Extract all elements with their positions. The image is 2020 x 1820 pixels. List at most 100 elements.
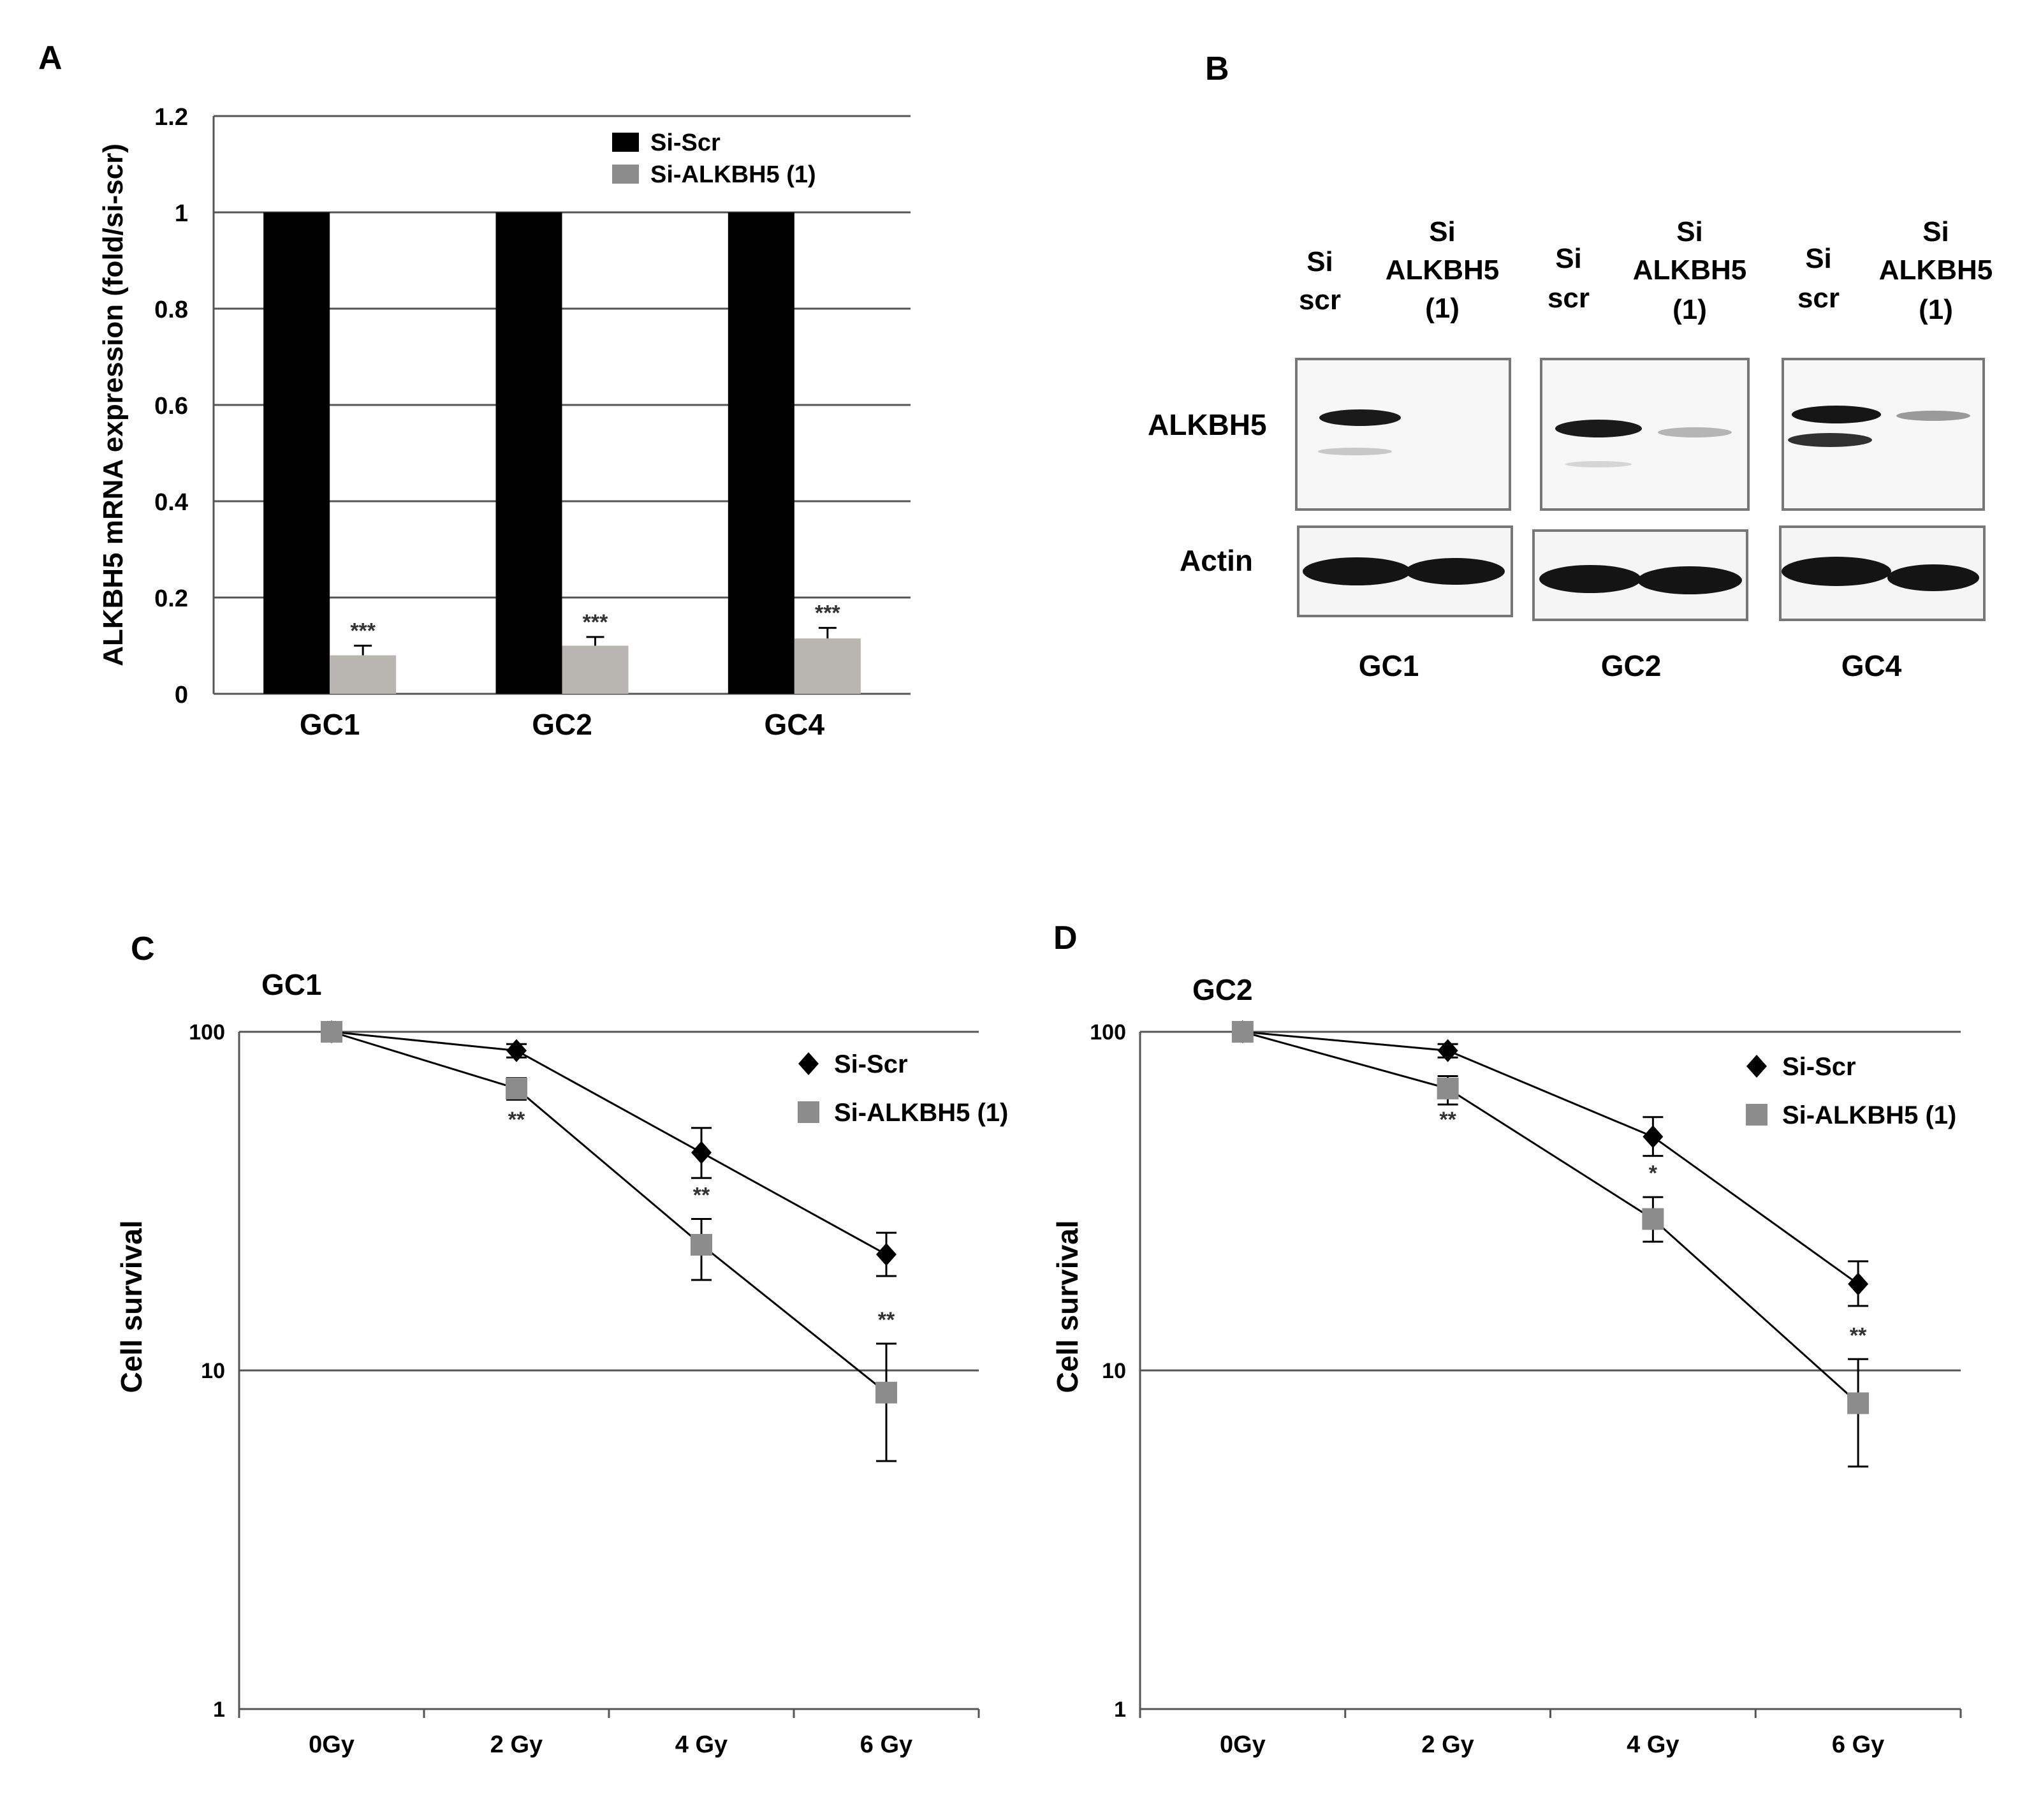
y-tick-label: 0.6 <box>154 393 188 420</box>
x-tick-label: 0Gy <box>309 1731 355 1758</box>
x-tick-label: 2 Gy <box>1421 1731 1474 1758</box>
x-tick-label: 6 Gy <box>860 1731 912 1758</box>
series-line <box>331 1031 887 1393</box>
data-point <box>1847 1392 1870 1414</box>
bar <box>263 212 330 694</box>
bar <box>495 212 562 694</box>
significance-label: ** <box>1439 1108 1456 1132</box>
survival-chart-c: 1 10 100 0Gy 2 Gy 4 Gy 6 Gy GC1 Cell survival ** *… <box>115 968 1008 1758</box>
data-point <box>1437 1077 1459 1099</box>
x-tick-label: 4 Gy <box>675 1731 728 1758</box>
lane-header-line: scr <box>1548 283 1590 314</box>
y-tick-label: 1.2 <box>154 104 188 131</box>
blot-band <box>1788 433 1872 447</box>
y-tick-label: 10 <box>201 1359 225 1383</box>
significance-label: ** <box>693 1184 710 1208</box>
y-tick-label: 0 <box>175 682 188 708</box>
lane-header: Si ALKBH5 (1) <box>1633 216 1746 325</box>
data-point <box>321 1021 342 1043</box>
data-point <box>875 1381 897 1404</box>
x-tick-label: 0Gy <box>1220 1731 1266 1758</box>
blot-cell-line-gc2: GC2 <box>1601 649 1662 682</box>
blot-band <box>1539 565 1641 593</box>
x-tick-label: 4 Gy <box>1627 1731 1679 1758</box>
significance-label: ** <box>508 1108 525 1132</box>
lane-header-line: (1) <box>1425 293 1460 324</box>
panel-letter-d: D <box>1053 920 1078 957</box>
lane-header-line: ALKBH5 <box>1879 254 1993 286</box>
blot-row-label-actin: Actin <box>1180 544 1253 577</box>
data-point <box>691 1233 712 1256</box>
blot-band <box>1555 420 1642 437</box>
legend-label: Si-Scr <box>1782 1053 1856 1081</box>
blot-band <box>1318 448 1392 455</box>
series-line <box>1242 1031 1859 1285</box>
lane-header-line: (1) <box>1672 294 1707 325</box>
lane-header-line: Si <box>1676 216 1703 247</box>
significance-label: *** <box>583 610 608 635</box>
lane-header-line: Si <box>1922 216 1949 247</box>
y-tick-label: 100 <box>189 1020 225 1045</box>
lane-header: Si scr <box>1548 243 1590 314</box>
series-line <box>1242 1031 1859 1404</box>
lane-header-line: Si <box>1429 216 1456 247</box>
x-tick-label: GC4 <box>765 708 825 741</box>
lane-header: Si scr <box>1299 246 1341 316</box>
y-tick-label: 0.4 <box>154 489 188 516</box>
chart-title: GC1 <box>261 968 322 1001</box>
lane-header-line: Si <box>1805 243 1832 274</box>
legend-marker <box>798 1052 819 1075</box>
data-point <box>691 1141 712 1164</box>
bar <box>794 638 861 694</box>
y-tick-label: 0.2 <box>154 585 188 612</box>
blot-band <box>1658 427 1732 437</box>
chart-title: GC2 <box>1192 973 1253 1006</box>
blot-cell-line-gc1: GC1 <box>1359 649 1419 682</box>
legend-label: Si-Scr <box>650 129 721 156</box>
western-blot-b: Si scr Si ALKBH5 (1) Si scr Si ALKBH5 (1… <box>1148 216 1993 682</box>
bar <box>728 212 794 694</box>
data-point <box>506 1039 527 1062</box>
legend-label: Si-Scr <box>834 1050 908 1078</box>
legend-label: Si-ALKBH5 (1) <box>1782 1101 1956 1129</box>
lane-header-line: Si <box>1306 246 1333 277</box>
legend-swatch <box>612 133 639 152</box>
y-tick-label: 10 <box>1102 1359 1126 1383</box>
blot-band <box>1637 566 1742 594</box>
y-tick-label: 1 <box>213 1698 225 1722</box>
lane-header-line: Si <box>1555 243 1582 274</box>
lane-header-line: scr <box>1299 284 1341 316</box>
bar-chart-a: 0 0.2 0.4 0.6 0.8 1 1.2 ALKBH5 mRNA expression … <box>98 104 911 741</box>
y-axis-label: Cell survival <box>115 1220 148 1393</box>
blot-band <box>1319 409 1401 426</box>
significance-label: ** <box>1850 1323 1867 1347</box>
significance-label: *** <box>815 601 840 626</box>
data-point <box>1642 1208 1664 1230</box>
legend-label: Si-ALKBH5 (1) <box>834 1099 1008 1127</box>
blot-band <box>1782 557 1891 586</box>
x-tick-label: GC2 <box>532 708 592 741</box>
legend-label: Si-ALKBH5 (1) <box>650 161 816 188</box>
legend-swatch <box>612 165 639 184</box>
blot-cell-line-gc4: GC4 <box>1841 649 1902 682</box>
series-line <box>331 1031 887 1256</box>
y-tick-label: 1 <box>175 200 188 227</box>
blot-band <box>1565 461 1632 467</box>
significance-label: ** <box>878 1308 895 1332</box>
panel-letter-b: B <box>1205 50 1229 87</box>
lane-header-line: ALKBH5 <box>1386 254 1499 286</box>
significance-label: * <box>1649 1161 1658 1185</box>
lane-header: Si ALKBH5 (1) <box>1386 216 1499 324</box>
blot-band <box>1405 558 1505 585</box>
blot-row-label-alkbh5: ALKBH5 <box>1148 408 1267 441</box>
lane-header-line: ALKBH5 <box>1633 254 1746 286</box>
blot-band <box>1303 557 1411 585</box>
data-point <box>876 1243 897 1266</box>
y-tick-label: 100 <box>1090 1020 1126 1045</box>
lane-header-line: scr <box>1797 283 1840 314</box>
panel-letter-a: A <box>38 40 62 77</box>
x-tick-label: 6 Gy <box>1832 1731 1884 1758</box>
y-tick-label: 1 <box>1114 1698 1126 1722</box>
